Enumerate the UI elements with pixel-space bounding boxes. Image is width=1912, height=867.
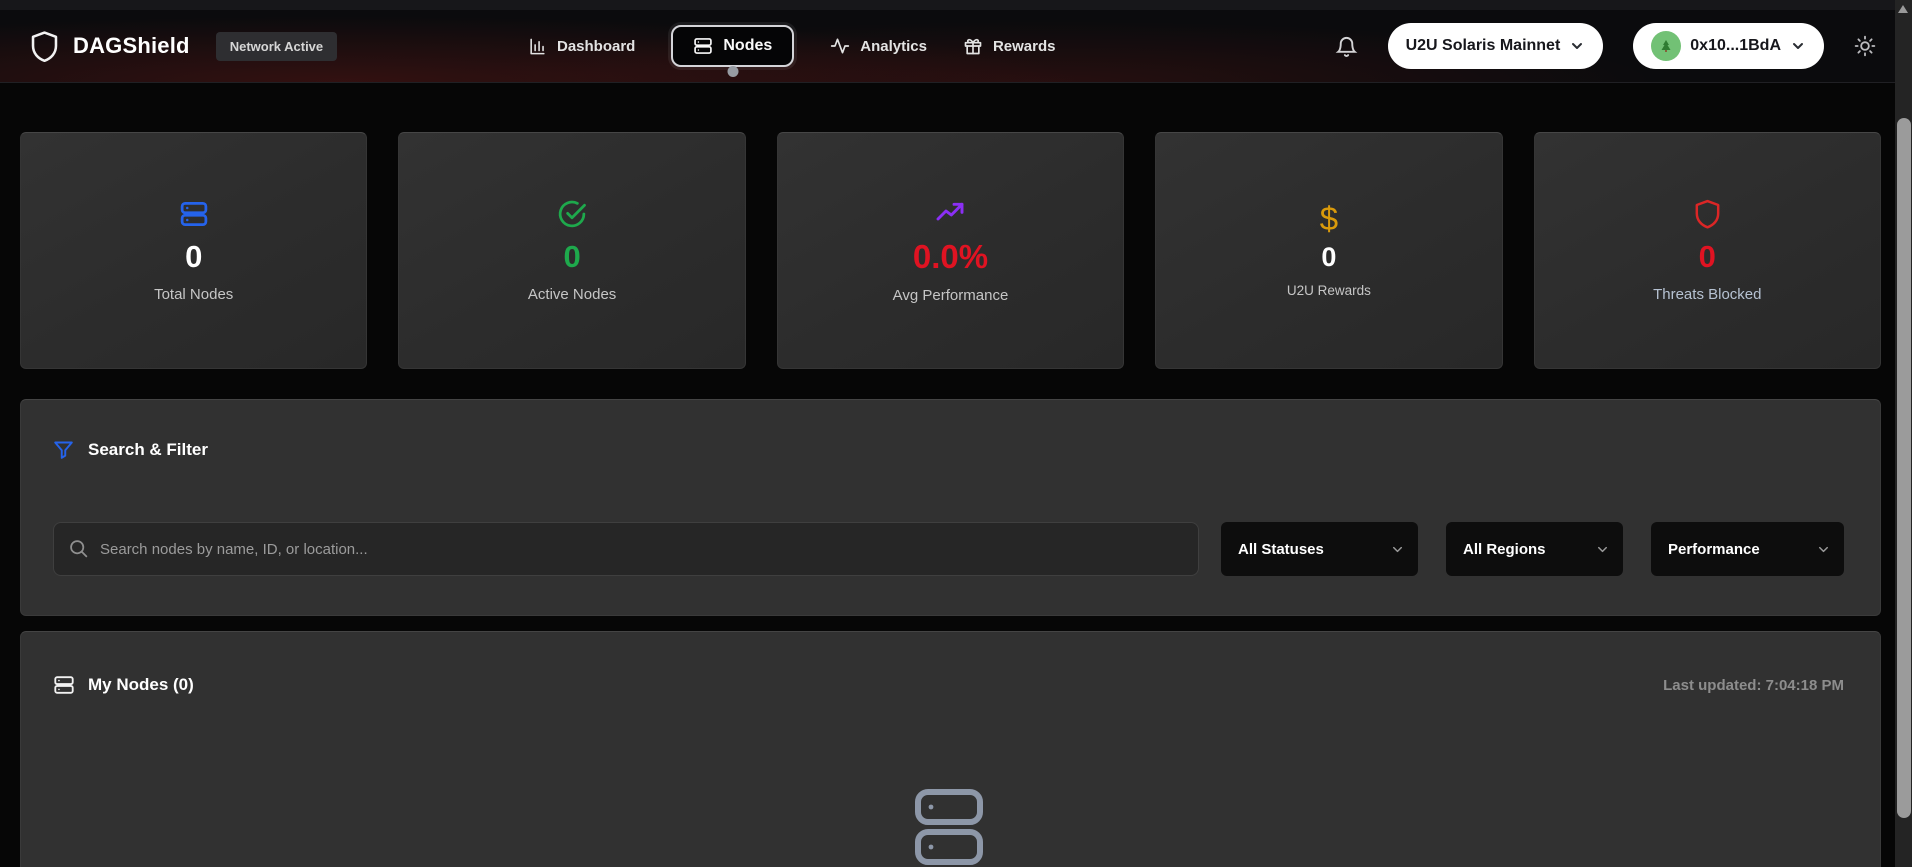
- navbar: DAGShield Network Active Dashboard Nodes…: [0, 10, 1912, 83]
- my-nodes-title-wrap: My Nodes (0): [53, 674, 194, 696]
- my-nodes-header: My Nodes (0) Last updated: 7:04:18 PM: [53, 674, 1844, 696]
- network-selector-dropdown[interactable]: U2U Solaris Mainnet: [1387, 23, 1604, 69]
- stat-value: 0: [1321, 242, 1337, 273]
- chevron-down-icon: [1816, 542, 1831, 561]
- chevron-down-icon: [1569, 38, 1585, 54]
- nav-label: Dashboard: [557, 37, 636, 55]
- sort-performance-select[interactable]: Performance: [1651, 522, 1844, 576]
- server-icon: [179, 198, 209, 230]
- stat-card-total-nodes: 0 Total Nodes: [20, 132, 368, 369]
- empty-state: [53, 788, 1844, 867]
- status-filter-select[interactable]: All Statuses: [1221, 522, 1418, 576]
- nav-item-rewards[interactable]: Rewards: [963, 36, 1056, 56]
- navbar-left: DAGShield Network Active: [30, 30, 338, 63]
- search-input[interactable]: [53, 522, 1199, 576]
- stat-label: Threats Blocked: [1653, 286, 1762, 304]
- nav-label: Rewards: [992, 37, 1056, 55]
- filter-funnel-icon: [54, 441, 73, 459]
- shield-icon: [1694, 198, 1721, 230]
- stat-value: 0: [185, 238, 203, 274]
- stat-value: 0.0%: [912, 237, 989, 275]
- search-filter-header: Search & Filter: [53, 439, 1844, 460]
- nav-item-analytics[interactable]: Analytics: [830, 36, 927, 56]
- gift-icon: [964, 38, 982, 55]
- stat-card-threats-blocked: 0 Threats Blocked: [1533, 132, 1881, 369]
- check-circle-icon: [557, 198, 587, 230]
- scrollbar-thumb[interactable]: [1896, 118, 1911, 818]
- dollar-icon: $: [1319, 200, 1339, 238]
- tree-icon: [1661, 40, 1671, 52]
- stat-card-avg-performance: 0.0% Avg Performance: [776, 132, 1125, 369]
- sort-performance-value: Performance: [1668, 540, 1760, 558]
- main-content: 0 Total Nodes 0 Active Nodes 0.0% Avg Pe: [0, 83, 1912, 867]
- bar-chart-icon: [530, 38, 545, 54]
- region-filter-value: All Regions: [1463, 540, 1546, 558]
- wallet-dropdown[interactable]: 0x10...1BdA: [1633, 23, 1824, 69]
- nav-label: Nodes: [723, 37, 773, 54]
- top-strip: [0, 0, 1912, 10]
- my-nodes-title: My Nodes (0): [88, 675, 194, 694]
- navbar-right: U2U Solaris Mainnet 0x10...1BdA: [1335, 23, 1876, 69]
- chevron-down-icon: [1390, 542, 1405, 561]
- nav-item-nodes[interactable]: Nodes: [671, 25, 795, 77]
- search-box: [53, 522, 1199, 576]
- wallet-avatar: [1651, 31, 1682, 61]
- stats-row: 0 Total Nodes 0 Active Nodes 0.0% Avg Pe: [20, 132, 1881, 369]
- stat-label: Avg Performance: [892, 287, 1009, 305]
- dagshield-logo-shield-icon: [30, 30, 59, 63]
- nav-label: Analytics: [860, 37, 927, 55]
- stat-value: 0: [1698, 238, 1716, 274]
- search-icon: [68, 538, 89, 564]
- search-filter-panel: Search & Filter All Statuses All Regions: [20, 399, 1881, 616]
- search-filter-controls: All Statuses All Regions Performance: [53, 522, 1844, 576]
- last-updated-text: Last updated: 7:04:18 PM: [1663, 676, 1844, 694]
- vertical-scrollbar[interactable]: [1895, 0, 1912, 867]
- main-nav: Dashboard Nodes Analytics: [528, 10, 1056, 82]
- server-icon: [694, 38, 713, 54]
- network-active-badge: Network Active: [215, 31, 338, 61]
- nav-item-dashboard[interactable]: Dashboard: [528, 37, 635, 56]
- stat-value: 0: [563, 238, 581, 274]
- network-selector-label: U2U Solaris Mainnet: [1405, 37, 1561, 54]
- theme-toggle-sun-icon[interactable]: [1854, 35, 1876, 57]
- server-icon: [54, 676, 74, 694]
- region-filter-select[interactable]: All Regions: [1446, 522, 1623, 576]
- active-nav-dot: [727, 66, 739, 77]
- trending-up-icon: [934, 197, 966, 229]
- status-filter-value: All Statuses: [1238, 540, 1324, 558]
- my-nodes-panel: My Nodes (0) Last updated: 7:04:18 PM: [20, 631, 1881, 867]
- stat-label: Total Nodes: [154, 286, 234, 304]
- empty-server-icon: [914, 789, 983, 865]
- search-filter-title: Search & Filter: [88, 439, 208, 459]
- activity-icon: [831, 38, 850, 54]
- scrollbar-up-arrow-icon[interactable]: [1898, 5, 1908, 13]
- chevron-down-icon: [1790, 38, 1806, 54]
- brand-name: DAGShield: [73, 33, 190, 58]
- chevron-down-icon: [1595, 542, 1610, 561]
- stat-card-active-nodes: 0 Active Nodes: [398, 132, 746, 369]
- stat-label: U2U Rewards: [1286, 282, 1371, 298]
- wallet-address: 0x10...1BdA: [1690, 37, 1781, 54]
- stat-label: Active Nodes: [527, 286, 617, 304]
- stat-card-u2u-rewards: $ 0 U2U Rewards: [1155, 132, 1503, 369]
- notifications-bell-icon[interactable]: [1335, 35, 1358, 58]
